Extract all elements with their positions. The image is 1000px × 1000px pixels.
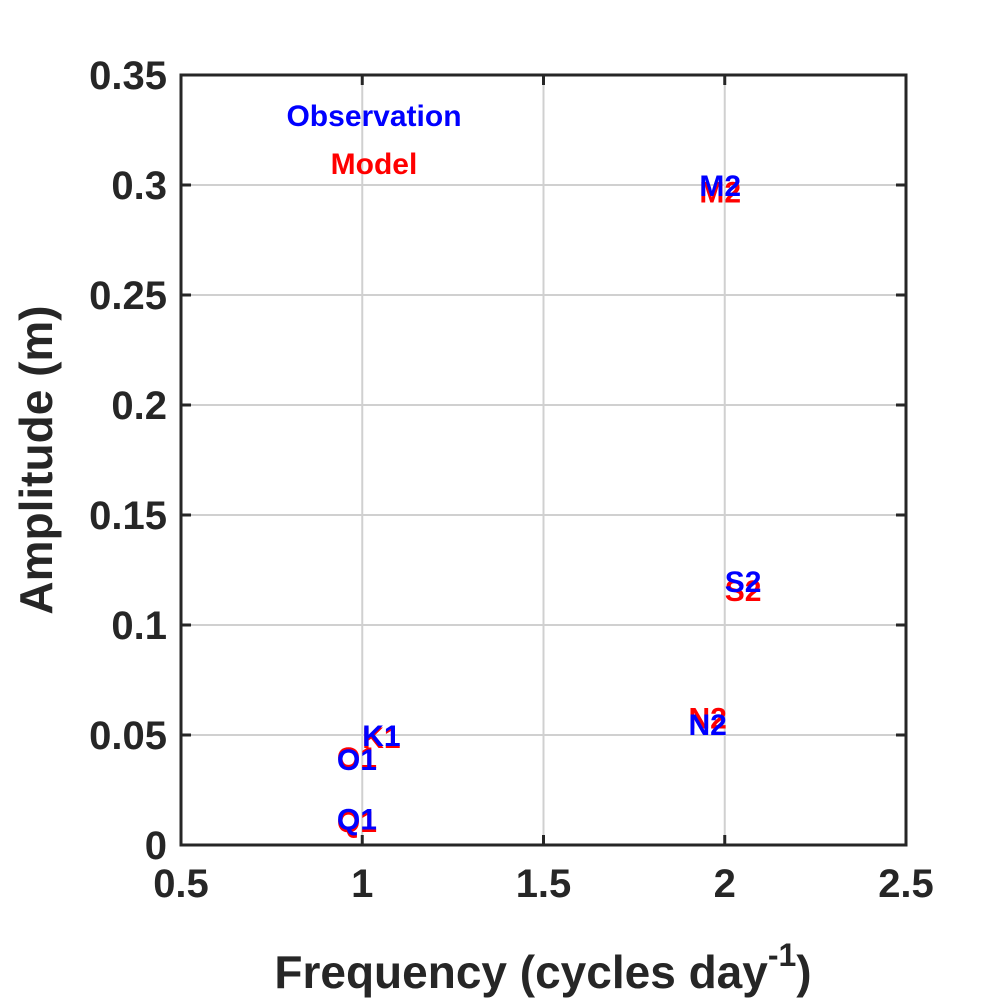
- y-tick-label: 0.05: [89, 714, 167, 758]
- observation-point-n2: N2: [689, 709, 727, 742]
- x-tick-label: 1.5: [516, 862, 572, 906]
- model-point-o1: O1: [337, 742, 377, 775]
- x-tick-label: 0.5: [153, 862, 209, 906]
- x-axis-label: Frequency (cycles day-1): [274, 937, 811, 998]
- x-tick-label: 2: [714, 862, 736, 906]
- legend-entry-observation: Observation: [286, 100, 461, 133]
- y-tick-label: 0.25: [89, 274, 167, 318]
- observation-point-m2: M2: [699, 170, 741, 203]
- grid-lines: [180, 74, 907, 846]
- x-tick-label: 1: [351, 862, 373, 906]
- model-point-n2: N2: [689, 702, 727, 735]
- observation-point-k1: K1: [362, 720, 400, 753]
- observation-point-s2: S2: [725, 566, 762, 599]
- model-point-m2: M2: [699, 177, 741, 210]
- legend: Observation Model: [286, 100, 461, 181]
- observation-point-q1: Q1: [337, 804, 377, 837]
- y-tick-label: 0: [145, 824, 167, 868]
- y-tick-label: 0.15: [89, 494, 167, 538]
- legend-entry-model: Model: [331, 148, 418, 181]
- model-point-s2: S2: [725, 575, 762, 608]
- y-tick-label: 0.35: [89, 54, 167, 98]
- x-tick-label: 2.5: [878, 862, 934, 906]
- y-tick-label: 0.2: [111, 384, 167, 428]
- model-point-q1: Q1: [337, 806, 377, 839]
- y-tick-label: 0.1: [111, 604, 167, 648]
- y-tick-label: 0.3: [111, 164, 167, 208]
- axis-ticks: 0.5 1 1.5 2 2.5 0 0.05 0.1 0.15 0.2 0.25 0.3 0.35: [89, 54, 934, 906]
- y-axis-label: Amplitude (m): [10, 305, 62, 614]
- model-point-k1: K1: [362, 722, 400, 755]
- observation-point-o1: O1: [337, 744, 377, 777]
